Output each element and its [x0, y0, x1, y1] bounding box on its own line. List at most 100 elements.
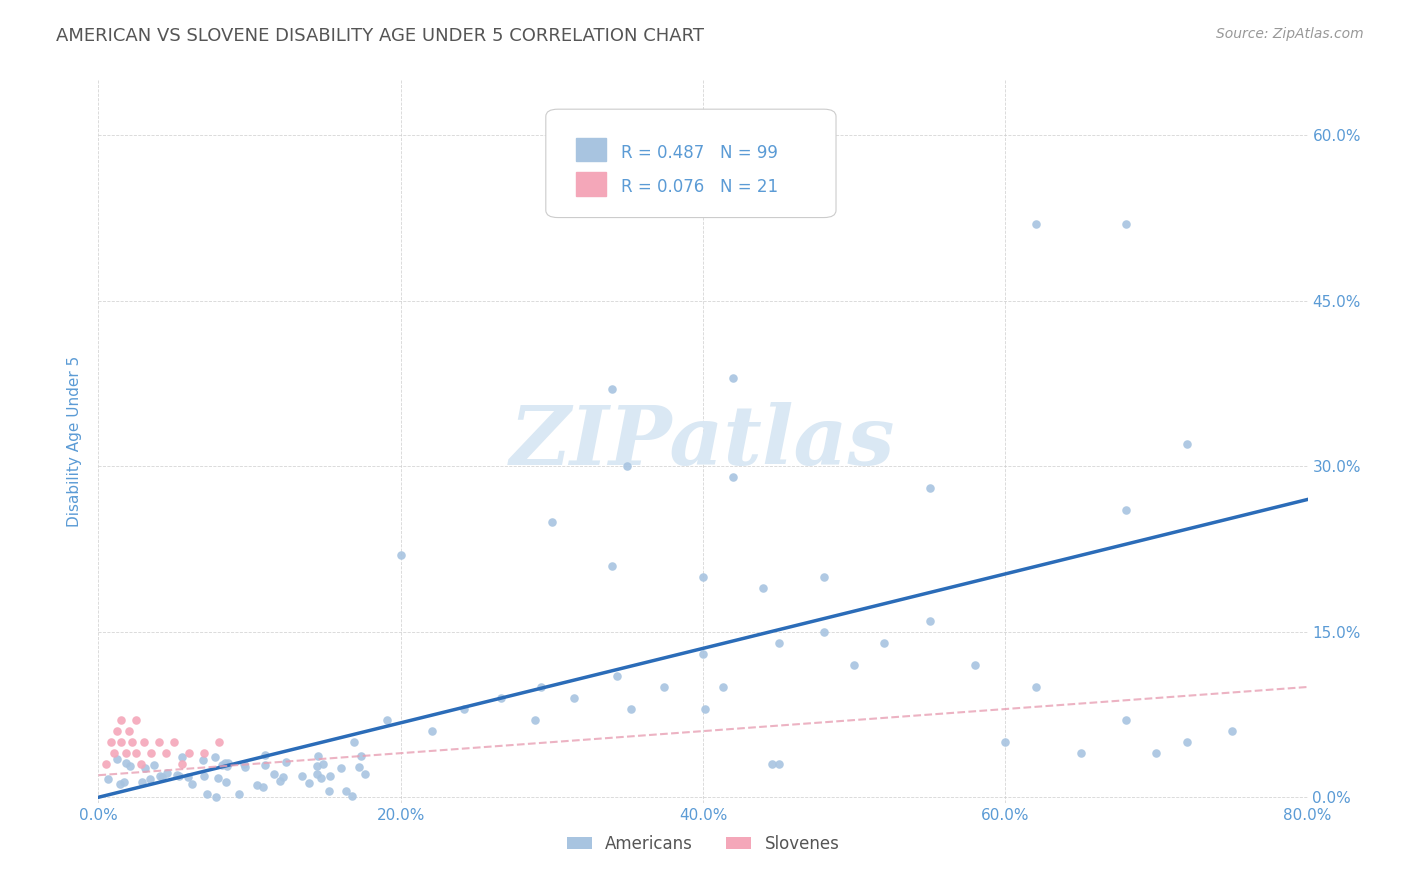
Text: R = 0.487   N = 99: R = 0.487 N = 99 [621, 144, 778, 161]
Point [110, 713, 132, 727]
Point [692, 647, 714, 661]
Point [228, 787, 250, 801]
Point [965, 657, 987, 672]
Point [108, 777, 131, 791]
Point [252, 780, 274, 794]
Point [114, 746, 136, 760]
Point [94, 757, 117, 772]
Point [180, 777, 202, 791]
Point [540, 515, 562, 529]
Point [752, 581, 775, 595]
Point [110, 735, 132, 749]
Point [105, 752, 128, 766]
Point [602, 558, 624, 573]
Point [172, 750, 194, 764]
Point [217, 756, 239, 770]
Point [233, 757, 256, 772]
Point [309, 772, 332, 786]
Point [269, 773, 291, 788]
Point [305, 758, 328, 772]
Point [148, 735, 170, 749]
Point [761, 757, 783, 772]
Point [453, 702, 475, 716]
Point [141, 746, 163, 760]
Point [131, 775, 153, 789]
Point [813, 569, 835, 583]
Point [125, 713, 148, 727]
Point [1115, 503, 1137, 517]
Point [723, 470, 745, 484]
Point [121, 735, 143, 749]
Point [335, 784, 357, 798]
Point [149, 769, 172, 783]
Point [319, 769, 342, 783]
Legend: Americans, Slovenes: Americans, Slovenes [560, 828, 846, 860]
Point [1070, 746, 1092, 760]
Point [253, 748, 276, 763]
Point [562, 691, 585, 706]
Point [298, 776, 321, 790]
Point [353, 766, 375, 780]
Point [918, 614, 941, 628]
Point [307, 748, 329, 763]
Point [176, 770, 198, 784]
Point [193, 769, 215, 783]
Point [291, 769, 314, 783]
Text: ZIPatlas: ZIPatlas [510, 401, 896, 482]
Text: Source: ZipAtlas.com: Source: ZipAtlas.com [1216, 27, 1364, 41]
Point [342, 789, 364, 804]
Point [246, 778, 269, 792]
Point [204, 790, 226, 805]
Point [214, 756, 236, 770]
Point [208, 735, 231, 749]
FancyBboxPatch shape [546, 109, 837, 218]
Point [305, 767, 328, 781]
Point [170, 757, 193, 772]
Point [918, 482, 941, 496]
Point [263, 767, 285, 781]
Point [312, 756, 335, 771]
Point [813, 624, 835, 639]
Y-axis label: Disability Age Under 5: Disability Age Under 5 [67, 356, 83, 527]
Point [692, 569, 714, 583]
Point [215, 774, 238, 789]
Point [389, 548, 412, 562]
Point [873, 636, 896, 650]
Point [217, 758, 239, 772]
Bar [576, 137, 606, 161]
Point [271, 770, 294, 784]
Point [105, 724, 128, 739]
Point [844, 657, 866, 672]
Point [152, 770, 174, 784]
Point [491, 691, 513, 706]
Point [129, 757, 152, 772]
Point [1024, 680, 1046, 694]
Point [274, 755, 297, 769]
Point [179, 746, 201, 760]
Text: R = 0.076   N = 21: R = 0.076 N = 21 [621, 178, 778, 196]
Point [253, 758, 276, 772]
Bar [576, 172, 606, 196]
Point [207, 772, 229, 786]
Point [1115, 713, 1137, 727]
Point [350, 748, 373, 763]
Point [620, 702, 643, 716]
Point [616, 459, 638, 474]
Point [343, 735, 366, 749]
Point [711, 680, 734, 694]
Point [118, 724, 141, 739]
Point [523, 713, 546, 727]
Point [768, 757, 790, 772]
Point [156, 766, 179, 780]
Point [1175, 735, 1198, 749]
Point [1220, 724, 1243, 739]
Point [139, 772, 162, 786]
Point [347, 760, 370, 774]
Point [142, 757, 165, 772]
Point [375, 713, 398, 727]
Point [1115, 217, 1137, 231]
Text: AMERICAN VS SLOVENE DISABILITY AGE UNDER 5 CORRELATION CHART: AMERICAN VS SLOVENE DISABILITY AGE UNDER… [56, 27, 704, 45]
Point [1024, 217, 1046, 231]
Point [100, 735, 122, 749]
Point [204, 750, 226, 764]
